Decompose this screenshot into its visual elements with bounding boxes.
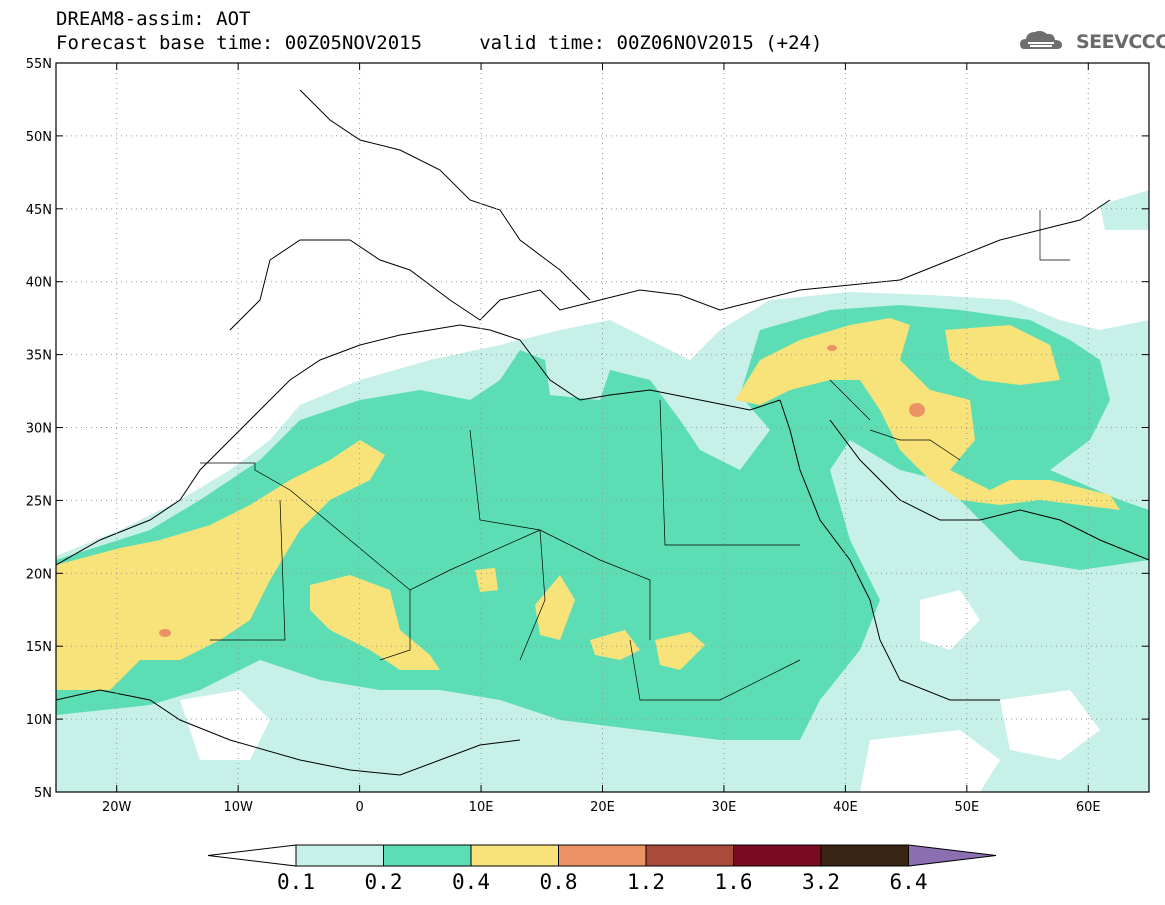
- lat-tick-label: 35N: [26, 349, 52, 364]
- lon-tick-label: 20E: [590, 800, 615, 815]
- lon-tick-label: 60E: [1076, 800, 1101, 815]
- colorbar-segment: [470, 844, 559, 867]
- lon-tick-label: 10E: [469, 800, 494, 815]
- colorbar-label: 0.1: [277, 870, 315, 894]
- colorbar-label: 0.2: [364, 870, 403, 894]
- aot-contours: [56, 190, 1149, 792]
- lon-tick-label: 0: [355, 800, 363, 815]
- lat-tick-label: 5N: [34, 786, 52, 801]
- lat-tick-label: 10N: [26, 713, 52, 728]
- lon-tick-label: 40E: [833, 800, 858, 815]
- colorbar-label: 1.2: [627, 870, 665, 894]
- grid-lines: [56, 63, 1149, 792]
- lon-tick-label: 30E: [712, 800, 737, 815]
- colorbar-label: 0.4: [452, 870, 490, 894]
- lon-tick-label: 10W: [223, 800, 253, 815]
- colorbar-label: 0.8: [539, 870, 578, 894]
- colorbar-right-arrow: [908, 844, 997, 867]
- colorbar-label: 1.6: [714, 870, 753, 894]
- lat-tick-label: 50N: [26, 130, 52, 145]
- time-info: Forecast base time: 00Z05NOV2015 valid t…: [56, 32, 823, 54]
- colorbar-label: 6.4: [889, 870, 928, 894]
- colorbar: [207, 844, 997, 867]
- lat-tick-label: 45N: [26, 203, 52, 218]
- colorbar-left-arrow: [207, 844, 297, 867]
- colorbar-segment: [820, 844, 909, 867]
- logo-text: SEEVCCC: [1076, 31, 1165, 53]
- lat-tick-label: 30N: [26, 422, 52, 437]
- lat-tick-label: 55N: [26, 57, 52, 72]
- lon-tick-label: 20W: [102, 800, 132, 815]
- colorbar-segment: [295, 844, 384, 867]
- axis-ticks: 55N 50N 45N 40N 35N 30N 25N 20N 15N 10N 5N 20W 10W 0 1…: [26, 57, 1149, 815]
- lon-tick-label: 50E: [954, 800, 979, 815]
- colorbar-label: 3.2: [802, 870, 840, 894]
- coastlines: [56, 89, 1149, 776]
- lat-tick-label: 15N: [26, 640, 52, 655]
- lat-tick-label: 25N: [26, 494, 52, 509]
- colorbar-segment: [383, 844, 472, 867]
- lat-tick-label: 20N: [26, 567, 52, 582]
- map-title: DREAM8-assim: AOT: [56, 8, 251, 30]
- colorbar-segment: [645, 844, 734, 867]
- country-borders: [200, 210, 1070, 701]
- colorbar-segment: [558, 844, 647, 867]
- colorbar-segment: [733, 844, 822, 867]
- lat-tick-label: 40N: [26, 276, 52, 291]
- cloud-logo-icon: [1020, 30, 1062, 49]
